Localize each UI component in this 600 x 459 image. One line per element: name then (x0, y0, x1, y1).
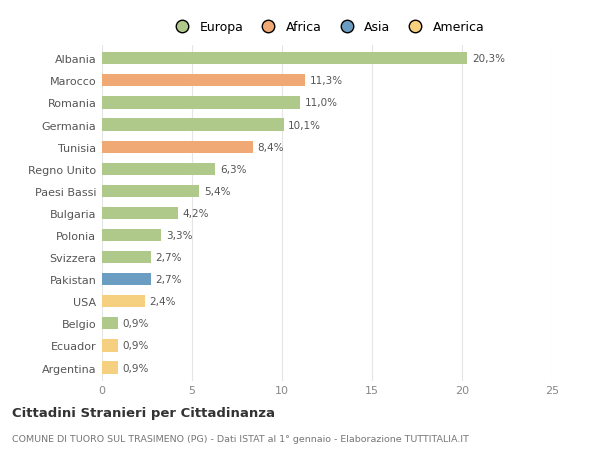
Legend: Europa, Africa, Asia, America: Europa, Africa, Asia, America (167, 18, 487, 36)
Bar (102, 318, 118, 330)
Bar (102, 207, 178, 219)
Text: COMUNE DI TUORO SUL TRASIMENO (PG) - Dati ISTAT al 1° gennaio - Elaborazione TUT: COMUNE DI TUORO SUL TRASIMENO (PG) - Dat… (12, 434, 469, 443)
Text: 8,4%: 8,4% (258, 142, 284, 152)
Text: 10,1%: 10,1% (289, 120, 322, 130)
Text: 0,9%: 0,9% (123, 363, 149, 373)
Text: 3,3%: 3,3% (166, 230, 193, 241)
Text: 2,4%: 2,4% (150, 297, 176, 307)
Text: 0,9%: 0,9% (123, 341, 149, 351)
Text: 2,7%: 2,7% (155, 274, 182, 285)
Text: 5,4%: 5,4% (204, 186, 230, 196)
Bar (102, 296, 145, 308)
Text: Cittadini Stranieri per Cittadinanza: Cittadini Stranieri per Cittadinanza (12, 406, 275, 419)
Text: 2,7%: 2,7% (155, 252, 182, 263)
Bar (102, 362, 118, 374)
Bar (102, 141, 253, 153)
Bar (102, 230, 161, 241)
Bar (102, 53, 467, 65)
Text: 11,0%: 11,0% (305, 98, 337, 108)
Bar (102, 75, 305, 87)
Bar (102, 119, 284, 131)
Text: 0,9%: 0,9% (123, 319, 149, 329)
Text: 6,3%: 6,3% (220, 164, 247, 174)
Bar (102, 252, 151, 263)
Text: 4,2%: 4,2% (182, 208, 209, 218)
Bar (102, 163, 215, 175)
Text: 11,3%: 11,3% (310, 76, 343, 86)
Bar (102, 185, 199, 197)
Bar (102, 97, 300, 109)
Text: 20,3%: 20,3% (472, 54, 505, 64)
Bar (102, 274, 151, 285)
Bar (102, 340, 118, 352)
